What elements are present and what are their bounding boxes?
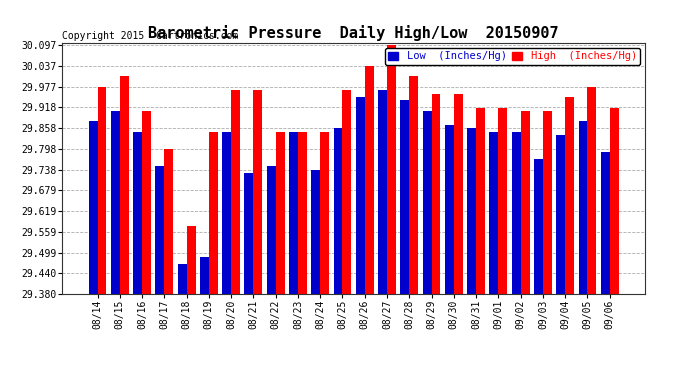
Bar — [88, 121, 97, 294]
Bar — [534, 159, 543, 294]
Bar — [164, 149, 173, 294]
Bar — [454, 94, 463, 294]
Bar — [409, 76, 418, 294]
Bar — [120, 76, 129, 294]
Bar — [333, 128, 342, 294]
Text: Copyright 2015  Cartronics.com: Copyright 2015 Cartronics.com — [62, 31, 238, 40]
Bar — [200, 257, 209, 294]
Bar — [565, 97, 574, 294]
Bar — [276, 132, 284, 294]
Bar — [142, 111, 151, 294]
Bar — [498, 108, 507, 294]
Bar — [467, 128, 476, 294]
Title: Barometric Pressure  Daily High/Low  20150907: Barometric Pressure Daily High/Low 20150… — [148, 25, 559, 40]
Bar — [610, 108, 619, 294]
Bar — [320, 132, 329, 294]
Bar — [298, 132, 307, 294]
Bar — [601, 152, 610, 294]
Bar — [512, 132, 521, 294]
Bar — [578, 121, 587, 294]
Bar — [387, 45, 396, 294]
Bar — [431, 94, 440, 294]
Bar — [521, 111, 529, 294]
Bar — [400, 100, 409, 294]
Bar — [133, 132, 142, 294]
Bar — [365, 66, 374, 294]
Bar — [178, 264, 186, 294]
Bar — [244, 173, 253, 294]
Bar — [378, 90, 387, 294]
Bar — [489, 132, 498, 294]
Bar — [267, 166, 276, 294]
Bar — [556, 135, 565, 294]
Bar — [476, 108, 485, 294]
Bar — [356, 97, 365, 294]
Bar — [289, 132, 298, 294]
Bar — [222, 132, 231, 294]
Bar — [231, 90, 240, 294]
Bar — [423, 111, 431, 294]
Bar — [111, 111, 120, 294]
Bar — [186, 226, 195, 294]
Bar — [445, 124, 454, 294]
Bar — [253, 90, 262, 294]
Bar — [587, 87, 596, 294]
Bar — [342, 90, 351, 294]
Bar — [311, 170, 320, 294]
Bar — [155, 166, 164, 294]
Bar — [209, 132, 218, 294]
Bar — [543, 111, 552, 294]
Bar — [97, 87, 106, 294]
Legend: Low  (Inches/Hg), High  (Inches/Hg): Low (Inches/Hg), High (Inches/Hg) — [385, 48, 640, 64]
